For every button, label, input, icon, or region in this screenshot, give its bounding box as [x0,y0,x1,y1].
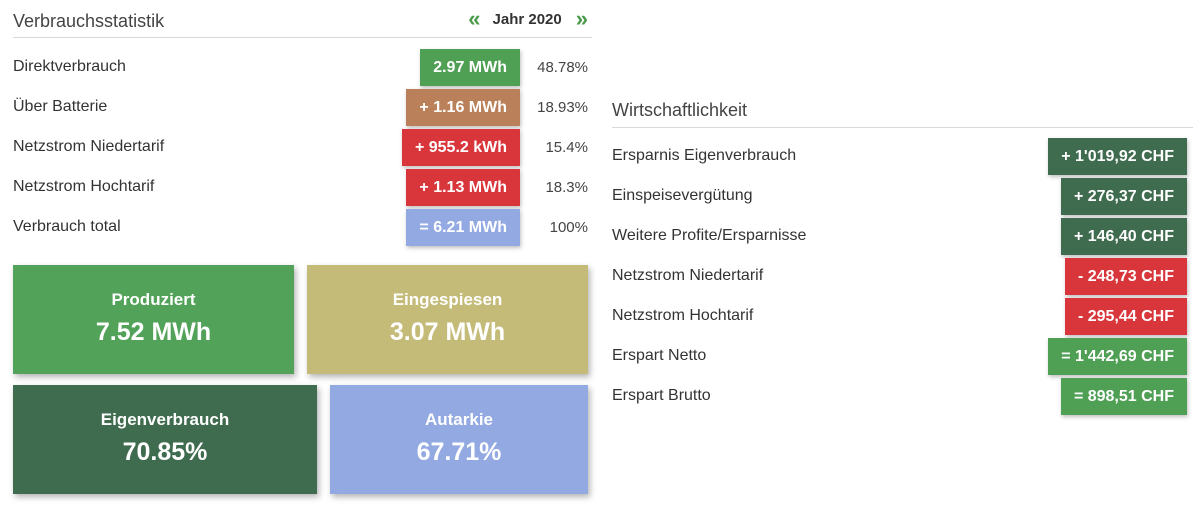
consumption-percent: 100% [549,219,588,236]
tile-value: 3.07 MWh [389,318,506,346]
economy-row-niedertarif: Netzstrom Niedertarif - 248,73 CHF [612,258,1193,296]
tile-produziert: Produziert 7.52 MWh [13,265,294,374]
consumption-percent: 18.3% [545,179,588,196]
consumption-value-badge: + 955.2 kWh [401,129,520,166]
economy-row-hochtarif: Netzstrom Hochtarif - 295,44 CHF [612,298,1193,336]
economy-value-badge: + 1'019,92 CHF [1048,138,1187,175]
consumption-label: Direktverbrauch [13,58,126,75]
tile-title: Autarkie [424,410,494,429]
economy-value-badge: - 295,44 CHF [1064,298,1187,335]
next-year-icon[interactable]: » [575,6,588,31]
economy-value-badge: - 248,73 CHF [1064,258,1187,295]
tile-eingespiesen: Eingespiesen 3.07 MWh [307,265,588,374]
consumption-row-hochtarif: Netzstrom Hochtarif + 1.13 MWh 18.3% [13,169,592,207]
year-label: Jahr 2020 [492,10,562,28]
economy-label: Weitere Profite/Ersparnisse [612,227,807,244]
economy-label: Ersparnis Eigenverbrauch [612,147,797,164]
verbrauchsstatistik-title: Verbrauchsstatistik [13,11,165,31]
economy-label: Netzstrom Niedertarif [612,267,764,284]
consumption-label: Netzstrom Hochtarif [13,178,155,195]
tile-value: 7.52 MWh [95,318,212,346]
tile-title: Eingespiesen [392,290,503,309]
consumption-percent: 18.93% [537,99,588,116]
tile-value: 67.71% [416,438,502,466]
consumption-percent: 48.78% [537,59,588,76]
consumption-label: Netzstrom Niedertarif [13,138,165,155]
consumption-row-total: Verbrauch total = 6.21 MWh 100% [13,209,592,247]
economy-row-einspeiseverguetung: Einspeisevergütung + 276,37 CHF [612,178,1193,216]
consumption-row-direktverbrauch: Direktverbrauch 2.97 MWh 48.78% [13,49,592,87]
economy-value-badge: + 276,37 CHF [1060,178,1187,215]
consumption-label: Verbrauch total [13,218,121,235]
tile-title: Eigenverbrauch [100,410,230,429]
economy-row-weitere-profite: Weitere Profite/Ersparnisse + 146,40 CHF [612,218,1193,256]
wirtschaftlichkeit-header: Wirtschaftlichkeit [612,90,1193,128]
consumption-row-batterie: Über Batterie + 1.16 MWh 18.93% [13,89,592,127]
consumption-value-badge: + 1.16 MWh [406,89,520,126]
consumption-label: Über Batterie [13,98,108,115]
verbrauchsstatistik-panel: Verbrauchsstatistik « Jahr 2020 » Direkt… [13,0,592,494]
economy-label: Erspart Brutto [612,387,711,404]
tile-autarkie: Autarkie 67.71% [330,385,588,494]
tile-value: 70.85% [122,438,208,466]
economy-value-badge: = 898,51 CHF [1060,378,1187,415]
economy-label: Erspart Netto [612,347,707,364]
previous-year-icon[interactable]: « [468,6,481,31]
tile-eigenverbrauch: Eigenverbrauch 70.85% [13,385,317,494]
economy-value-badge: + 146,40 CHF [1060,218,1187,255]
year-navigator: « Jahr 2020 » [468,6,588,31]
wirtschaftlichkeit-title: Wirtschaftlichkeit [612,100,748,120]
economy-label: Einspeisevergütung [612,187,753,204]
tile-title: Produziert [111,290,196,309]
verbrauchsstatistik-header: Verbrauchsstatistik « Jahr 2020 » [13,0,592,38]
consumption-value-badge: + 1.13 MWh [406,169,520,206]
consumption-value-badge: 2.97 MWh [420,49,520,86]
consumption-percent: 15.4% [545,139,588,156]
economy-row-eigenverbrauch: Ersparnis Eigenverbrauch + 1'019,92 CHF [612,138,1193,176]
economy-row-erspart-brutto: Erspart Brutto = 898,51 CHF [612,378,1193,416]
consumption-value-badge: = 6.21 MWh [406,209,520,246]
economy-row-erspart-netto: Erspart Netto = 1'442,69 CHF [612,338,1193,376]
consumption-row-niedertarif: Netzstrom Niedertarif + 955.2 kWh 15.4% [13,129,592,167]
economy-value-badge: = 1'442,69 CHF [1048,338,1187,375]
economy-label: Netzstrom Hochtarif [612,307,754,324]
